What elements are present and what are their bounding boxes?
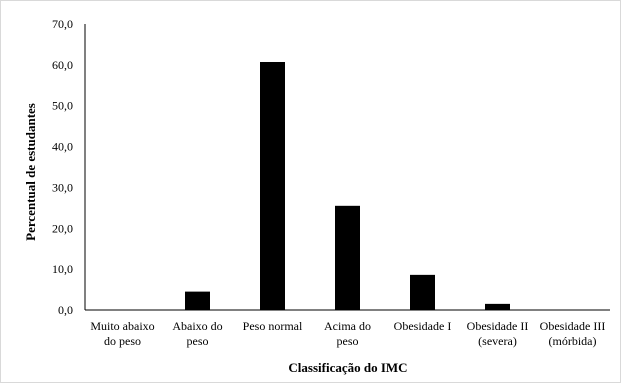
bar: [485, 303, 510, 310]
x-category-label: Muito abaixo do peso: [90, 319, 154, 348]
x-category-label: Peso normal: [243, 319, 303, 333]
x-category-label: Obesidade I: [394, 319, 452, 333]
x-category-label: Obesidade III (mórbida): [540, 319, 606, 348]
y-tick-label: 60,0: [52, 58, 73, 72]
bar: [260, 61, 285, 310]
y-tick-label: 70,0: [52, 17, 73, 31]
y-tick-label: 0,0: [58, 303, 73, 317]
x-axis-title: Classificação do IMC: [288, 360, 407, 375]
y-tick-label: 20,0: [52, 221, 73, 235]
x-category-label: Acima do peso: [324, 319, 371, 348]
bar: [410, 274, 435, 310]
x-category-labels: Muito abaixo do peso Abaixo do peso Peso nor…: [90, 319, 605, 348]
y-axis-title: Percentual de estudantes: [23, 103, 38, 241]
y-tick-label: 40,0: [52, 140, 73, 154]
bar: [185, 291, 210, 310]
y-tick-label: 30,0: [52, 180, 73, 194]
bar: [335, 205, 360, 310]
bars: [185, 61, 510, 310]
y-tick-labels: 0,0 10,0 20,0 30,0 40,0 50,0 60,0 70,0: [52, 17, 73, 317]
x-category-label: Obesidade II (severa): [467, 319, 529, 348]
x-category-label: Abaixo do peso: [172, 319, 222, 348]
y-tick-label: 10,0: [52, 262, 73, 276]
y-tick-label: 50,0: [52, 99, 73, 113]
